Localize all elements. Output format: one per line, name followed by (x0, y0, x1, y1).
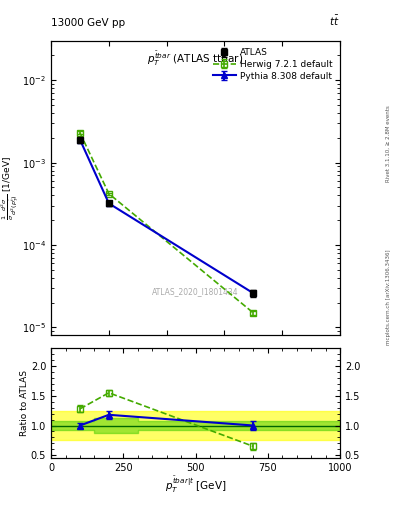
Text: Rivet 3.1.10, ≥ 2.8M events: Rivet 3.1.10, ≥ 2.8M events (386, 105, 391, 182)
Text: $p_T^{\bar{t}bar}$ (ATLAS ttbar): $p_T^{\bar{t}bar}$ (ATLAS ttbar) (147, 50, 244, 68)
Y-axis label: Ratio to ATLAS: Ratio to ATLAS (20, 370, 29, 436)
Text: ATLAS_2020_I1801434: ATLAS_2020_I1801434 (152, 287, 239, 296)
Legend: ATLAS, Herwig 7.2.1 default, Pythia 8.308 default: ATLAS, Herwig 7.2.1 default, Pythia 8.30… (210, 46, 336, 83)
Text: 13000 GeV pp: 13000 GeV pp (51, 18, 125, 28)
Y-axis label: $\frac{1}{\sigma}\frac{d^2\sigma}{d^2(p_T^{\bar{t}})}$ [1/GeV]: $\frac{1}{\sigma}\frac{d^2\sigma}{d^2(p_… (0, 156, 21, 220)
Text: $t\bar{t}$: $t\bar{t}$ (329, 14, 340, 28)
Text: mcplots.cern.ch [arXiv:1306.3436]: mcplots.cern.ch [arXiv:1306.3436] (386, 249, 391, 345)
X-axis label: $p^{\bar{t}bar|t}_{T}$ [GeV]: $p^{\bar{t}bar|t}_{T}$ [GeV] (165, 475, 226, 495)
